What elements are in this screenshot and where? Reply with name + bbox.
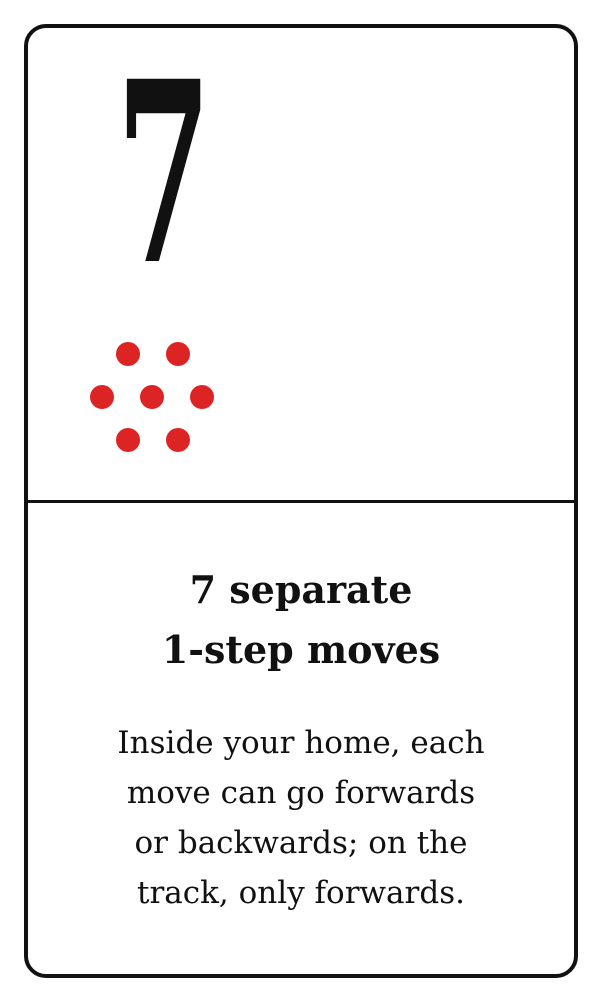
card-description: Inside your home, each move can go forwa… [28, 718, 574, 918]
pip [166, 428, 190, 452]
card-description-line: move can go forwards [28, 768, 574, 818]
game-card[interactable]: 7 7 separate 1-step moves Inside your ho… [24, 24, 578, 978]
card-description-line: or backwards; on the [28, 818, 574, 868]
card-title-line: 7 separate [28, 560, 574, 620]
card-divider [28, 500, 574, 503]
card-rank: 7 [116, 58, 166, 288]
pip [140, 385, 164, 409]
pip [166, 342, 190, 366]
pip [190, 385, 214, 409]
card-title: 7 separate 1-step moves [28, 560, 574, 680]
pip [116, 428, 140, 452]
pip [116, 342, 140, 366]
pip [90, 385, 114, 409]
card-title-line: 1-step moves [28, 620, 574, 680]
card-description-line: Inside your home, each [28, 718, 574, 768]
pip-cluster [88, 340, 218, 450]
card-description-line: track, only forwards. [28, 868, 574, 918]
